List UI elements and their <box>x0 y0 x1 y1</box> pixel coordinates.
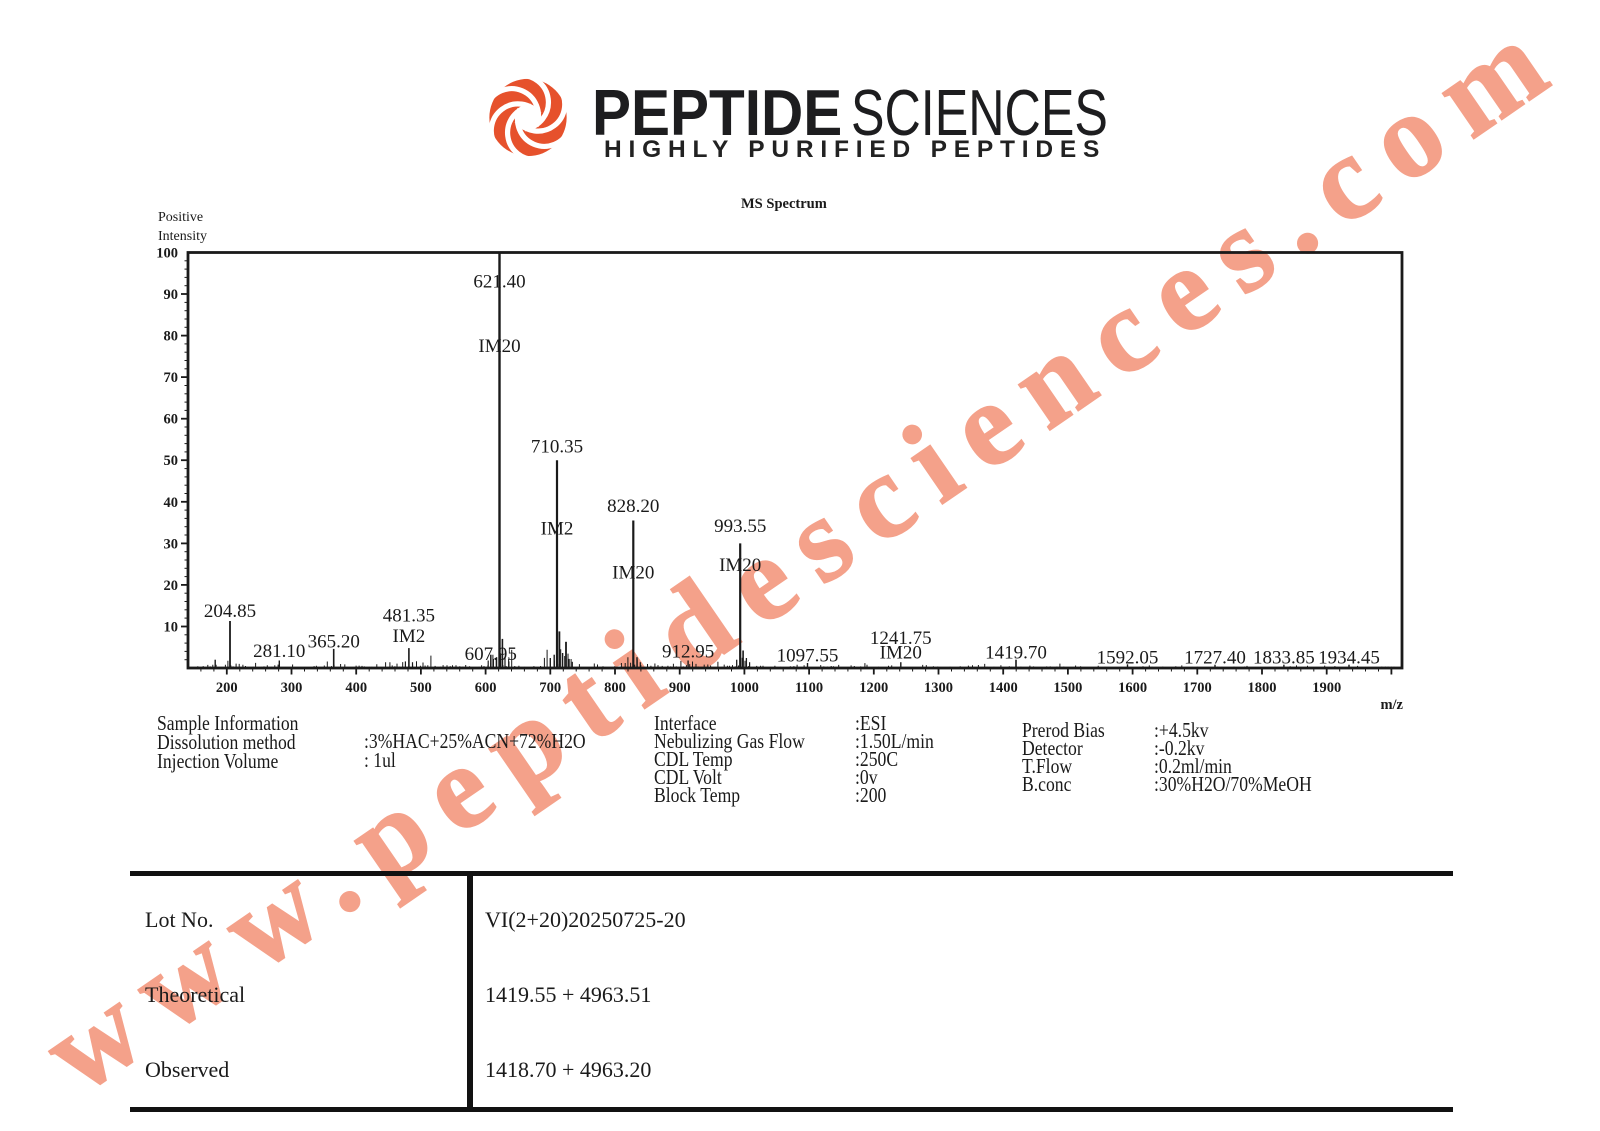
svg-text:481.35: 481.35 <box>383 606 435 627</box>
svg-text:1800: 1800 <box>1248 680 1277 696</box>
svg-text:204.85: 204.85 <box>204 601 256 622</box>
svg-text:1592.05: 1592.05 <box>1097 648 1159 669</box>
svg-text:90: 90 <box>164 287 179 303</box>
svg-text:1833.85: 1833.85 <box>1253 648 1315 669</box>
svg-text:1100: 1100 <box>795 680 823 696</box>
svg-text:IM20: IM20 <box>612 563 654 584</box>
svg-text:281.10: 281.10 <box>253 641 305 662</box>
svg-text:1727.40: 1727.40 <box>1184 648 1246 669</box>
svg-text:800: 800 <box>604 680 626 696</box>
svg-text:993.55: 993.55 <box>714 516 766 537</box>
svg-text:607.95: 607.95 <box>465 644 517 665</box>
svg-text:IM20: IM20 <box>880 643 922 664</box>
svg-text:60: 60 <box>164 412 179 428</box>
svg-text:1600: 1600 <box>1118 680 1147 696</box>
svg-text:50: 50 <box>164 453 179 469</box>
svg-text:1419.70: 1419.70 <box>985 643 1047 664</box>
svg-text:400: 400 <box>345 680 367 696</box>
svg-text:IM2: IM2 <box>393 626 426 647</box>
svg-text:100: 100 <box>156 246 178 262</box>
svg-text:80: 80 <box>164 329 179 345</box>
svg-text:1400: 1400 <box>989 680 1018 696</box>
svg-text:70: 70 <box>164 370 179 386</box>
svg-text:1097.55: 1097.55 <box>777 646 839 667</box>
svg-text:912.95: 912.95 <box>662 642 714 663</box>
svg-text:365.20: 365.20 <box>308 632 360 653</box>
svg-text:IM20: IM20 <box>719 555 761 576</box>
svg-text:710.35: 710.35 <box>531 437 583 458</box>
svg-text:1300: 1300 <box>924 680 953 696</box>
svg-text:500: 500 <box>410 680 432 696</box>
svg-text:1900: 1900 <box>1312 680 1341 696</box>
svg-text:1241.75: 1241.75 <box>870 628 932 649</box>
svg-text:30: 30 <box>164 536 179 552</box>
svg-text:1934.45: 1934.45 <box>1318 648 1380 669</box>
svg-text:200: 200 <box>216 680 238 696</box>
svg-text:621.40: 621.40 <box>473 272 525 293</box>
svg-text:IM2: IM2 <box>541 519 574 540</box>
svg-text:10: 10 <box>164 620 179 636</box>
svg-text:300: 300 <box>281 680 303 696</box>
svg-text:700: 700 <box>539 680 561 696</box>
svg-text:1000: 1000 <box>730 680 759 696</box>
svg-text:20: 20 <box>164 578 179 594</box>
svg-text:828.20: 828.20 <box>607 496 659 517</box>
svg-text:600: 600 <box>475 680 497 696</box>
svg-text:m/z: m/z <box>1380 697 1403 713</box>
svg-text:1700: 1700 <box>1183 680 1212 696</box>
svg-text:1500: 1500 <box>1053 680 1082 696</box>
svg-text:40: 40 <box>164 495 179 511</box>
svg-text:900: 900 <box>669 680 691 696</box>
svg-text:IM20: IM20 <box>478 336 520 357</box>
svg-text:1200: 1200 <box>859 680 888 696</box>
